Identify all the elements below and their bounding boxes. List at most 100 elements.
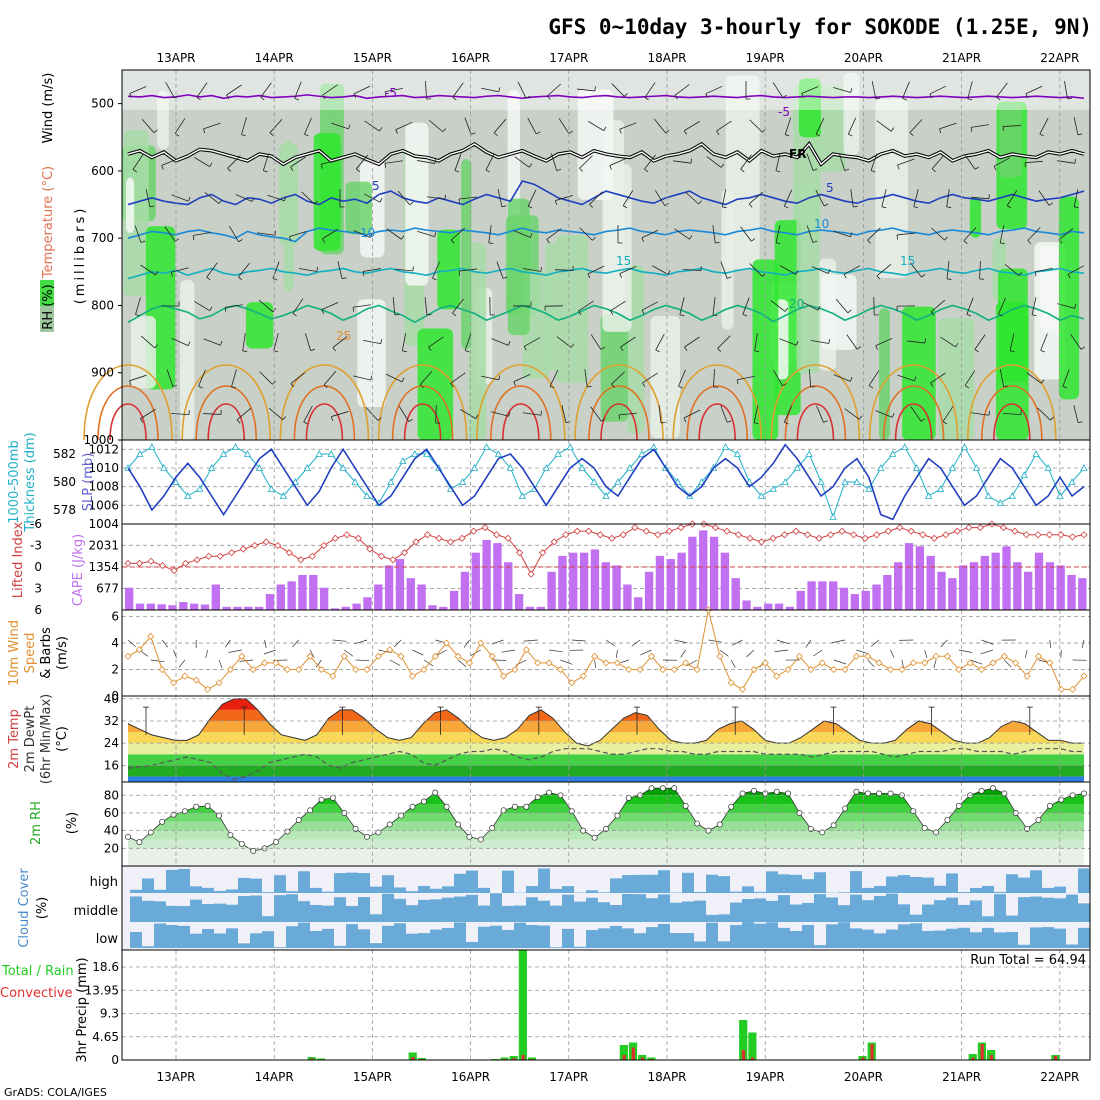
wind-barb (801, 86, 819, 94)
wind-barb (772, 82, 784, 98)
wind-barb (679, 297, 685, 315)
thickness-point (578, 464, 586, 471)
rh-point (1035, 817, 1042, 823)
slp-thickness-panel: 1004 1006 1008 1010 1012 578 580 582 1000-500mb T… (7, 432, 1091, 533)
wind-barb (946, 261, 950, 279)
wind-barb (457, 659, 467, 667)
wind-barb (353, 85, 371, 95)
cloud-cell (166, 905, 178, 922)
wind-barb-flag (1006, 205, 1012, 209)
cloud-cell (166, 925, 178, 948)
wind-barb (236, 407, 252, 421)
wind-barb (463, 639, 470, 648)
precip-panel: 0 4.65 9.3 13.95 18.6 Run Total = 64.94 Total … (0, 949, 1091, 1067)
thickness-point (470, 464, 479, 471)
wind-barb (496, 261, 504, 279)
lifted-index-point (423, 531, 432, 539)
cloud-cell (922, 930, 934, 948)
rh-point (1081, 790, 1087, 797)
wind-barb (337, 261, 343, 279)
wind-barb (930, 299, 946, 313)
rh-point (216, 812, 222, 819)
cape-bar (839, 587, 849, 610)
wind-barb-flag (314, 200, 318, 205)
cloud-cell (358, 929, 370, 948)
cape-bar (655, 555, 665, 610)
wind-speed-point (1069, 685, 1077, 693)
lifted-index-point (205, 552, 213, 560)
cape-bar (785, 606, 795, 610)
cloud-cell (394, 923, 406, 948)
thickness-point (913, 464, 921, 471)
wind-barb-flag (674, 95, 678, 100)
cape-bar (244, 606, 253, 610)
rh-point (887, 790, 894, 797)
rh-point (614, 812, 621, 819)
cloud-cell (478, 905, 490, 922)
cloud-cell (658, 870, 670, 893)
cloud-cell (790, 930, 802, 948)
rh-shade (813, 85, 846, 172)
wind-barb (235, 194, 253, 202)
wind-barb (590, 334, 602, 350)
wind-barb-flag (155, 271, 159, 276)
wind-barb-flag (470, 132, 476, 135)
cloud-cell (1078, 927, 1090, 948)
rh-point (1046, 802, 1053, 809)
y-tick-label: 24 (104, 736, 119, 750)
wind-barb-flag (828, 338, 831, 344)
wind-barb-flag (924, 338, 926, 344)
wind-barb (1067, 265, 1085, 275)
rh-point (125, 833, 131, 840)
wind-barb-flag (224, 307, 227, 312)
cloud-cell (226, 904, 238, 922)
wind-barb (974, 334, 986, 350)
wind-barb (654, 118, 666, 134)
wind-barb (749, 119, 763, 133)
wind-barb-flag (665, 129, 670, 134)
wind-speed-point (283, 665, 291, 674)
lifted-index-point (884, 527, 892, 535)
wind-barb-flag (850, 232, 853, 237)
cloud-cell (178, 925, 190, 948)
cape-bar (926, 555, 935, 610)
wind-barb (713, 368, 715, 388)
wind-barb (779, 265, 797, 275)
wind-barb (305, 333, 311, 351)
cloud-cell (946, 928, 958, 948)
cloud-cell (790, 874, 802, 893)
rh-point (170, 811, 177, 818)
warm-contour (967, 364, 1057, 441)
wind-barb (999, 369, 1005, 387)
wind-barb (227, 155, 241, 169)
wind-barb (605, 639, 616, 647)
wind-speed-point (568, 679, 576, 687)
rh-shade (843, 72, 860, 155)
wind-speed-point (169, 679, 178, 687)
warm-contour (97, 385, 159, 441)
wind-barb-flag (868, 385, 874, 389)
rh-shade (122, 70, 1090, 110)
cloud-cell (262, 916, 274, 922)
wind-barb-flag (913, 206, 919, 209)
isotherm-contour (127, 267, 1085, 280)
wind-barb-flag (546, 95, 551, 100)
rh-point (955, 802, 962, 809)
y-tick-label: 578 (53, 503, 76, 517)
wind-barb-flag (475, 414, 479, 419)
wind-speed-point (579, 672, 587, 680)
lifted-index-point (953, 527, 961, 535)
wind-speed-point (943, 652, 951, 660)
wind-barb-flag (401, 377, 405, 383)
wind-barb (267, 194, 285, 202)
wind-barb (740, 154, 752, 170)
rh-point (455, 821, 461, 828)
wind-speed-point (818, 659, 826, 667)
thickness-point (638, 450, 646, 457)
wind-barb (748, 191, 764, 205)
wind-barb (241, 117, 247, 135)
cloud-cell (898, 924, 910, 948)
cape-bar (428, 605, 437, 610)
wind-barb (871, 81, 877, 99)
wind-barb (427, 196, 445, 200)
